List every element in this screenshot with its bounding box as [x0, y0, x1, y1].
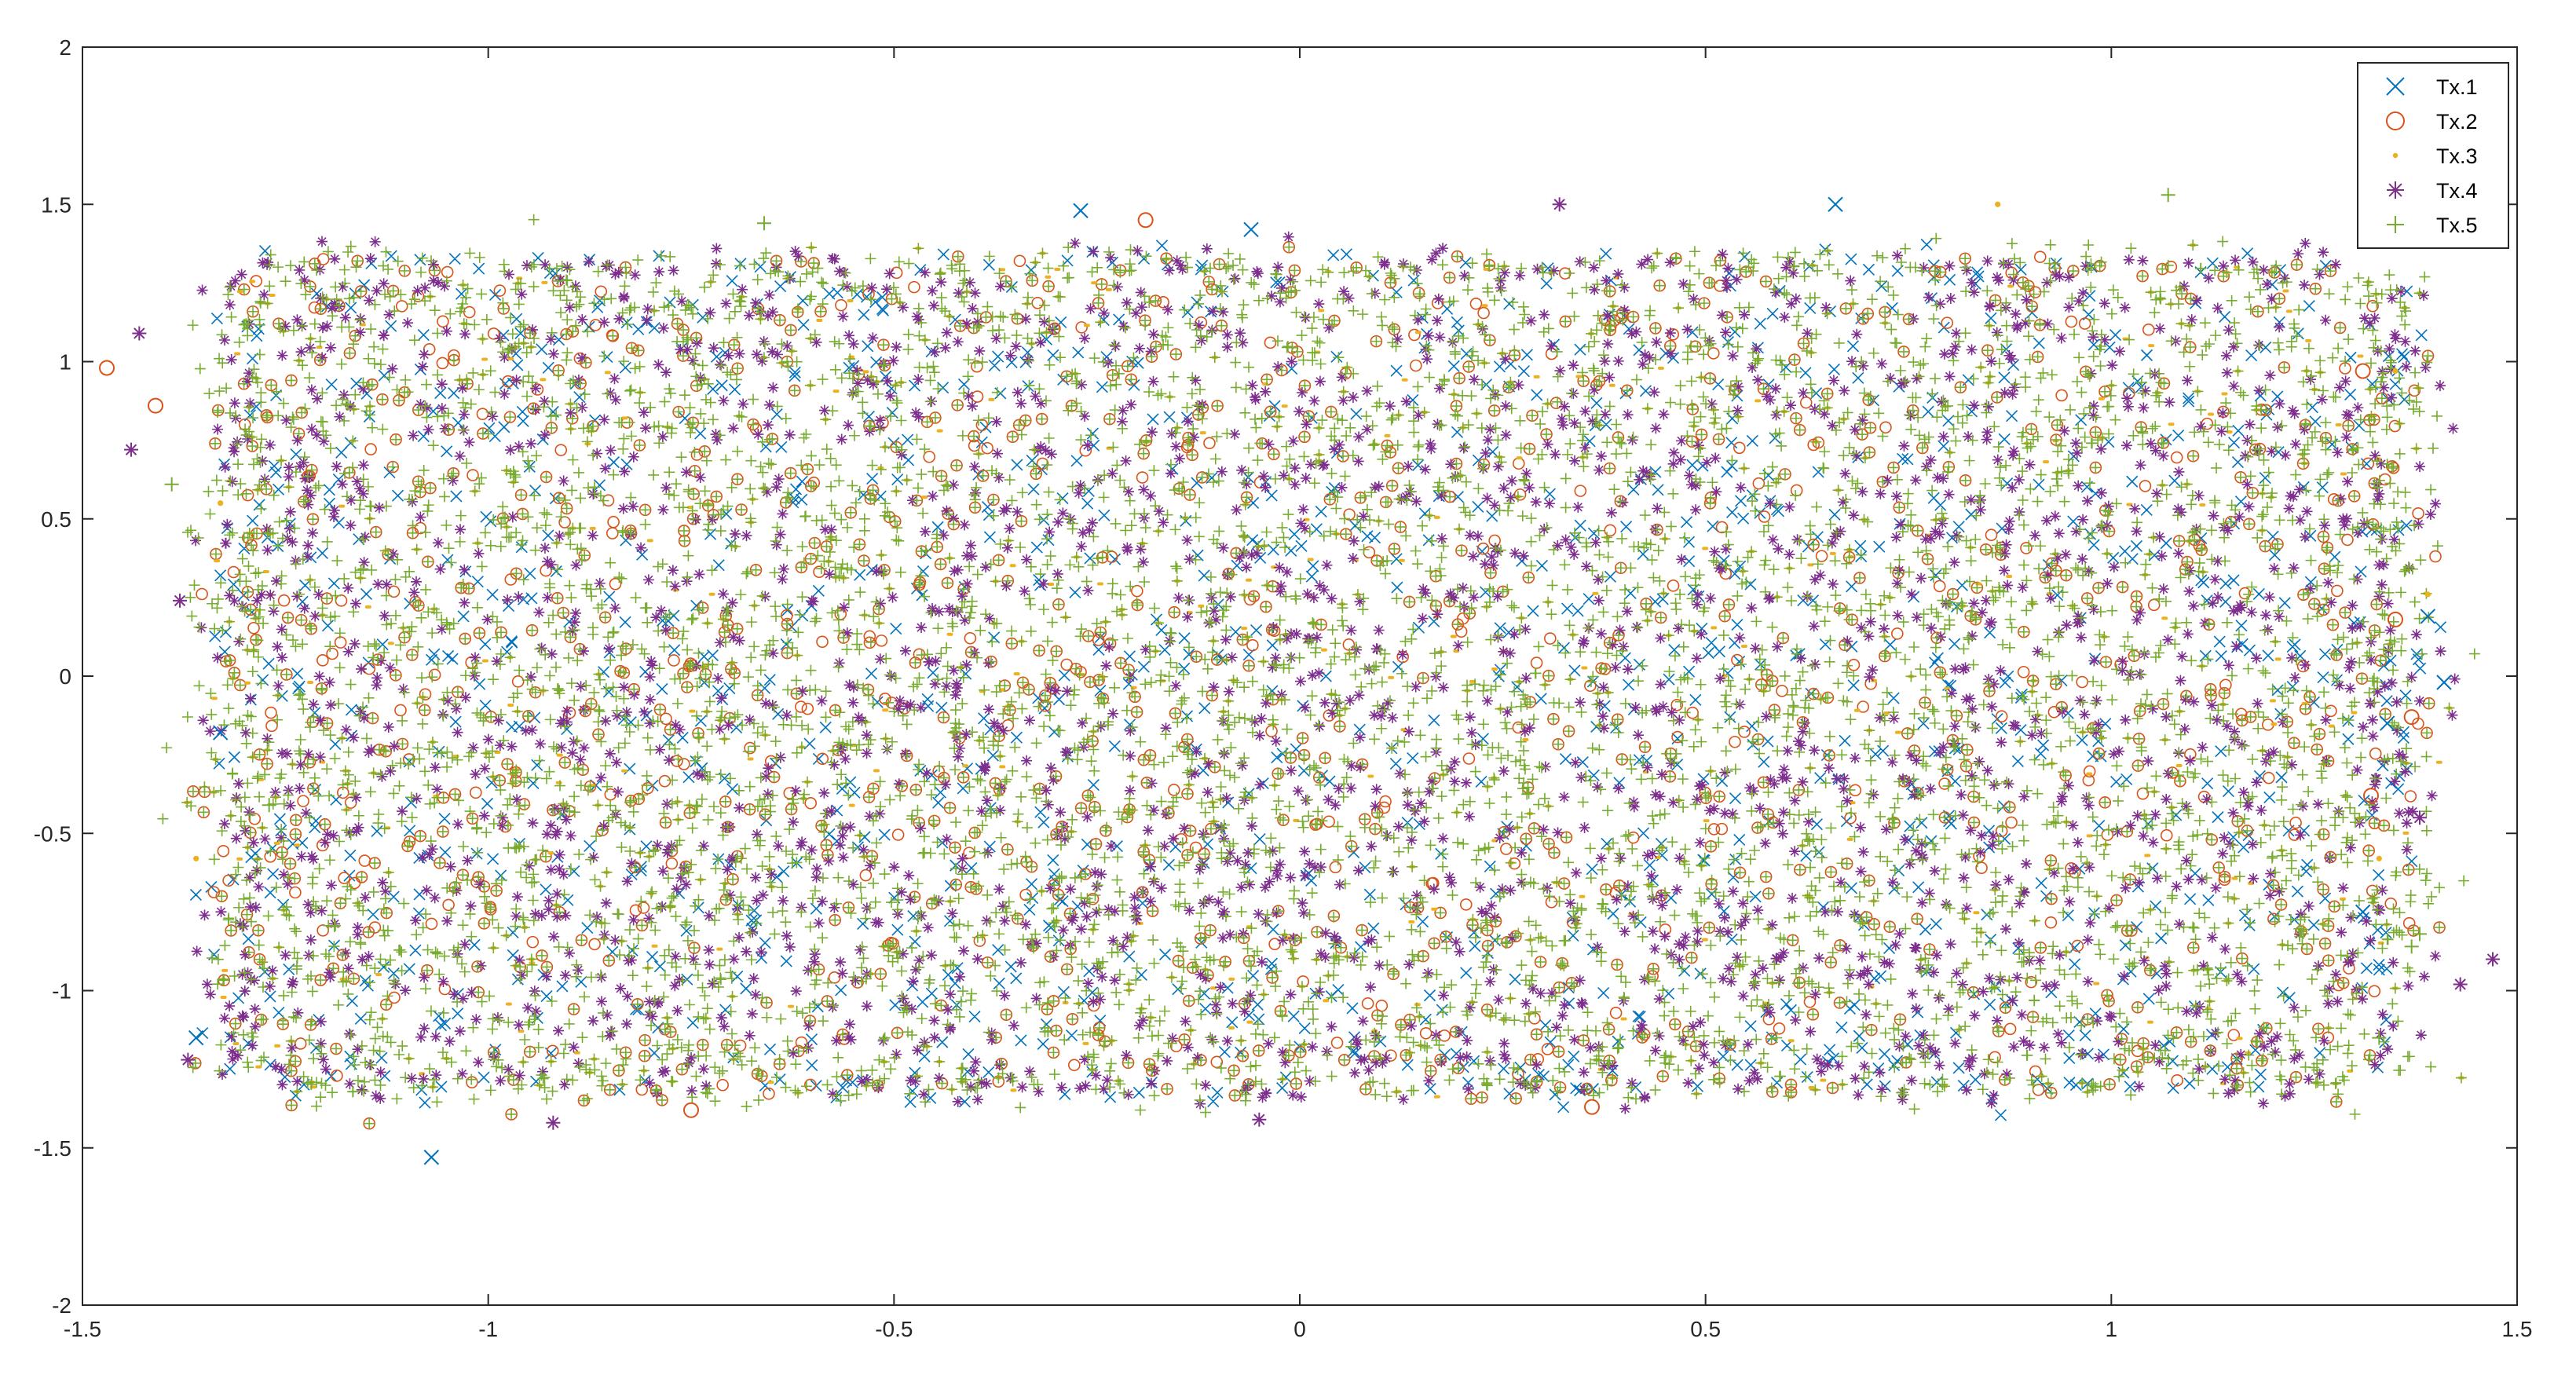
outlier-Tx4-2: [2486, 952, 2500, 967]
outlier-Tx1-5: [1073, 203, 1089, 218]
y-tick-label: 0: [59, 664, 71, 689]
outlier-Tx1-6: [1243, 221, 1259, 237]
legend-label-Tx3: Tx.3: [2436, 144, 2478, 168]
outlier-Tx2-5: [2388, 611, 2403, 627]
outlier-Tx2-2: [1584, 1099, 1600, 1115]
legend-marker-Tx4: [2387, 181, 2404, 199]
y-tick-label: -1.5: [34, 1136, 71, 1161]
outlier-Tx1-9: [2379, 715, 2395, 731]
outlier-Tx1-1: [188, 1029, 204, 1046]
legend-marker-Tx5: [2387, 216, 2404, 233]
series-Tx1-cloud: [189, 238, 2447, 1121]
outlier-Tx1-0: [423, 1150, 440, 1165]
axes-box: [82, 46, 2518, 1306]
x-tick-label: 1.5: [2502, 1317, 2533, 1341]
outlier-Tx3-4: [193, 855, 199, 861]
outlier-Tx5-3: [2372, 1030, 2387, 1045]
legend-marker-Tx2: [2386, 112, 2405, 130]
outlier-Tx1-7: [2355, 904, 2371, 920]
y-tick-label: 2: [59, 35, 71, 60]
outlier-Tx4-9: [546, 1115, 561, 1130]
outlier-Tx1-3: [2420, 609, 2436, 624]
legend-marker-Tx3: [2392, 152, 2399, 159]
series-Tx5-cloud: [157, 214, 2480, 1129]
outlier-Tx4-5: [181, 1052, 196, 1067]
outlier-Tx3-1: [218, 500, 224, 507]
x-tick-label: -1: [478, 1317, 498, 1341]
outlier-Tx3-0: [2392, 368, 2399, 375]
y-tick-label: 1: [59, 350, 71, 375]
outlier-points: [99, 188, 2500, 1165]
y-tick-label: -2: [52, 1293, 71, 1318]
outlier-Tx3-2: [2376, 855, 2382, 861]
outlier-Tx1-2: [2436, 675, 2452, 690]
legend-label-Tx1: Tx.1: [2436, 75, 2478, 99]
outlier-Tx4-3: [1552, 197, 1567, 212]
series-Tx1-points: [189, 238, 2447, 1121]
legend: Tx.1 Tx.2 Tx.3 Tx.4 Tx.5: [2357, 62, 2509, 249]
outlier-Tx5-1: [164, 477, 179, 492]
legend-label-Tx4: Tx.4: [2436, 179, 2478, 203]
outlier-Tx2-4: [2403, 709, 2420, 726]
outlier-Tx2-7: [148, 397, 163, 414]
outlier-Tx1-8: [212, 725, 229, 741]
outlier-Tx2-6: [2363, 788, 2379, 804]
outlier-Tx2-3: [683, 1102, 699, 1118]
legend-label-Tx5: Tx.5: [2436, 214, 2478, 237]
outlier-Tx4-7: [2453, 977, 2468, 992]
outlier-Tx4-6: [173, 593, 187, 608]
outlier-Tx2-0: [99, 360, 115, 376]
legend-label-Tx2: Tx.2: [2436, 110, 2478, 133]
outlier-Tx4-8: [2413, 810, 2427, 825]
outlier-Tx4-0: [132, 326, 147, 341]
outlier-Tx5-6: [262, 798, 276, 813]
outlier-Tx2-8: [2355, 363, 2371, 379]
outlier-Tx4-1: [124, 442, 138, 457]
outlier-Tx5-5: [2404, 939, 2419, 954]
outlier-Tx5-2: [2413, 927, 2427, 942]
outlier-Tx5-4: [757, 216, 771, 231]
x-tick-label: -0.5: [875, 1317, 913, 1341]
y-tick-label: -1: [52, 979, 71, 1004]
x-tick-label: 0: [1293, 1317, 1306, 1341]
y-tick-label: 0.5: [41, 507, 71, 532]
outlier-Tx2-1: [1137, 212, 1154, 229]
series-Tx5-points: [157, 214, 2480, 1129]
legend-marker-Tx1: [2386, 77, 2405, 96]
y-tick-label: 1.5: [41, 192, 71, 217]
point-cloud: [157, 214, 2480, 1130]
outlier-Tx3-3: [1995, 201, 2001, 207]
x-tick-label: 1: [2106, 1317, 2118, 1341]
outlier-Tx4-4: [1252, 1112, 1267, 1127]
x-tick-label: 0.5: [1690, 1317, 1721, 1341]
x-tick-label: -1.5: [64, 1317, 101, 1341]
outlier-Tx5-0: [2161, 188, 2175, 203]
outlier-Tx3-5: [2424, 591, 2431, 598]
outlier-Tx1-4: [1828, 196, 1843, 212]
axis-ticks: -1.5 -1 -0.5 0 0.5 1 1.5-2-1.5-1-0.500.511.52: [34, 35, 2533, 1341]
legend-box: [2357, 62, 2509, 249]
y-tick-label: -0.5: [34, 821, 71, 846]
